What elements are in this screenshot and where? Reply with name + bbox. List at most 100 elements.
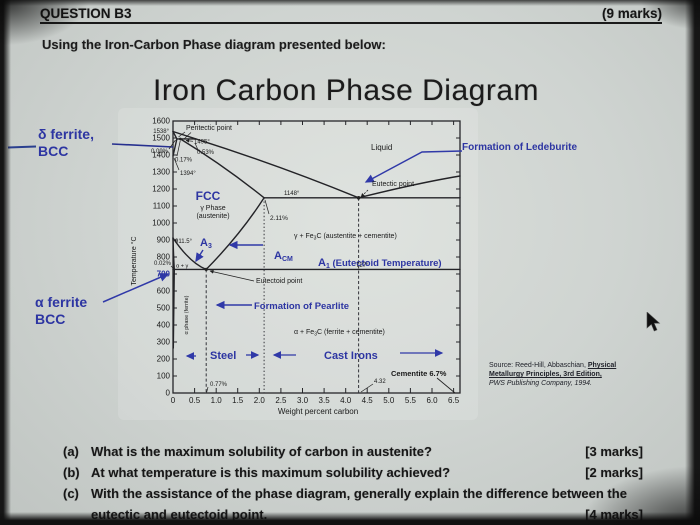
fcc-label: FCC bbox=[196, 189, 221, 203]
y-tick-label: 1300 bbox=[152, 168, 170, 177]
carbon-0.17-label: 0.17% bbox=[175, 158, 193, 164]
pearlite-label: Formation of Pearlite bbox=[254, 301, 349, 312]
a1-sub: 1 bbox=[326, 263, 330, 270]
acm-sub: CM bbox=[282, 256, 293, 263]
y-tick-label: 1100 bbox=[153, 202, 171, 211]
carbon-4.32-label: 4.32 bbox=[374, 379, 386, 385]
a1-rest: (Eutectoid Temperature) bbox=[330, 258, 442, 269]
y-tick-label: 1500 bbox=[152, 134, 170, 143]
question-c-line2: eutectic and eutectoid point. [4 marks] bbox=[91, 507, 643, 522]
x-tick-label: 6.0 bbox=[426, 396, 438, 405]
alpha-fe3c-post: C (ferrite + cementite) bbox=[317, 329, 385, 336]
temp-1538-label: 1538° bbox=[153, 129, 169, 135]
carbon-2.11-label: 2.11% bbox=[270, 215, 288, 222]
y-tick-label: 1200 bbox=[152, 185, 170, 194]
question-a-text: What is the maximum solubility of carbon… bbox=[91, 444, 432, 459]
source-bold1: Physical bbox=[587, 362, 617, 369]
gamma-phase-label: γ Phase bbox=[200, 205, 225, 212]
x-tick-label: 4.0 bbox=[340, 396, 352, 405]
liquid-label: Liquid bbox=[371, 143, 392, 152]
y-tick-label: 100 bbox=[157, 372, 171, 381]
y-tick-label: 700 bbox=[157, 270, 171, 279]
alpha-phase-rotated-label: α phase (ferrite) bbox=[184, 295, 190, 334]
peritectic-point-marker bbox=[179, 137, 182, 141]
diagram-title: Iron Carbon Phase Diagram bbox=[152, 74, 540, 107]
temp-1394-label: 1394° bbox=[180, 171, 196, 177]
x-axis-title: Weight percent carbon bbox=[278, 407, 358, 416]
carbon-0.09-label: 0.09% bbox=[151, 149, 169, 155]
alpha-ferrite-line1: α ferrite bbox=[35, 294, 88, 310]
question-c-marks: [4 marks] bbox=[585, 507, 643, 522]
gamma-fe3c-post: C (austentite + cementite) bbox=[316, 233, 396, 240]
steel-label: Steel bbox=[210, 350, 236, 362]
carbon-0.77-label: 0.77% bbox=[210, 382, 228, 388]
fe3c-sub: 3 bbox=[314, 236, 317, 242]
delta-ferrite-label: δ ferrite, BCC bbox=[38, 126, 94, 160]
y-tick-label: 600 bbox=[157, 287, 171, 296]
alpha-gamma-label: α + γ bbox=[176, 264, 188, 270]
y-tick-label: 500 bbox=[157, 304, 171, 313]
header-marks: (9 marks) bbox=[601, 6, 662, 21]
ledeburite-label: Formation of Ledeburite bbox=[462, 142, 577, 153]
question-c-text: With the assistance of the phase diagram… bbox=[91, 486, 627, 501]
question-c-line2-text: eutectic and eutectoid point. bbox=[91, 507, 268, 522]
a3-sub: 3 bbox=[208, 243, 212, 250]
x-tick-label: 5.5 bbox=[405, 396, 417, 405]
y-tick-label: 0 bbox=[166, 389, 171, 398]
question-c: (c) With the assistance of the phase dia… bbox=[63, 486, 643, 501]
a1-label: A1 (Eutectoid Temperature) bbox=[318, 257, 442, 270]
y-tick-label: 900 bbox=[157, 236, 171, 245]
x-tick-label: 2.0 bbox=[254, 396, 266, 405]
cementite-label: Cementite 6.7% bbox=[391, 369, 447, 378]
carbon-0.02-label: 0.02% bbox=[154, 261, 172, 267]
question-a: (a) What is the maximum solubility of ca… bbox=[63, 444, 643, 459]
reference-lines bbox=[179, 137, 361, 393]
source-citation: Source: Reed-Hill, Abbaschian, Physical … bbox=[489, 361, 659, 388]
question-a-id: (a) bbox=[63, 444, 79, 459]
source-line2: Metallurgy Principles, 3rd Edition, bbox=[489, 371, 602, 378]
x-tick-label: 5.0 bbox=[383, 396, 395, 405]
cast-irons-label: Cast Irons bbox=[324, 350, 378, 362]
gamma-fe3c-label: γ + Fe3C (austentite + cementite) bbox=[294, 233, 397, 242]
header: QUESTION B3 (9 marks) bbox=[40, 6, 662, 24]
x-tick-label: 6.5 bbox=[448, 396, 460, 405]
temp-727-label: 727° bbox=[356, 263, 369, 269]
question-a-marks: [3 marks] bbox=[585, 444, 643, 459]
acm-label: ACM bbox=[274, 250, 293, 263]
y-tick-label: 1000 bbox=[152, 219, 170, 228]
delta-ferrite-line1: δ ferrite, bbox=[38, 126, 94, 142]
alpha-fe3c-label: α + Fe3C (ferrite + cementite) bbox=[294, 329, 385, 338]
y-tick-label: 400 bbox=[157, 321, 171, 330]
alpha-ferrite-line2: BCC bbox=[35, 311, 66, 327]
carbon-0.53-label: 0.53% bbox=[197, 150, 215, 156]
y-axis-title: Temperature °C bbox=[130, 236, 138, 285]
x-tick-label: 0.5 bbox=[189, 396, 201, 405]
gamma-fe3c-pre: γ + Fe bbox=[294, 233, 314, 240]
x-tick-label: 3.5 bbox=[319, 396, 331, 405]
question-b-text: At what temperature is this maximum solu… bbox=[91, 465, 451, 480]
a3-base: A bbox=[200, 237, 208, 249]
y-tick-label: 1600 bbox=[152, 117, 170, 126]
alpha-fe3c-pre: α + Fe bbox=[294, 329, 314, 336]
x-tick-label: 4.5 bbox=[362, 396, 374, 405]
x-tick-label: 3.0 bbox=[297, 396, 309, 405]
source-line3: PWS Publishing Company, 1994. bbox=[489, 380, 592, 387]
x-tick-label: 0 bbox=[171, 396, 176, 405]
delta-ferrite-line2: BCC bbox=[38, 143, 69, 159]
alpha-ferrite-label: α ferrite BCC bbox=[35, 294, 87, 328]
a1-base: A bbox=[318, 257, 326, 269]
temp-1495-label: 1495° bbox=[194, 140, 210, 146]
eutectic-point-label: Eutectic point bbox=[372, 181, 414, 188]
x-tick-label: 2.5 bbox=[275, 396, 287, 405]
source-line1: Source: Reed-Hill, Abbaschian, Physical bbox=[489, 361, 659, 370]
question-b: (b) At what temperature is this maximum … bbox=[63, 465, 643, 480]
question-b-id: (b) bbox=[63, 465, 80, 480]
question-b-marks: [2 marks] bbox=[585, 465, 643, 480]
annotation-arrows bbox=[102, 131, 463, 394]
austenite-label: (austenite) bbox=[196, 213, 229, 220]
temp-1148-label: 1148° bbox=[284, 191, 300, 197]
phase-diagram-chart: 1600 1500 1400 1300 1200 1100 1000 900 8… bbox=[102, 117, 463, 417]
chart-labels: 1600 1500 1400 1300 1200 1100 1000 900 8… bbox=[130, 117, 460, 417]
question-label: QUESTION B3 bbox=[40, 6, 132, 21]
